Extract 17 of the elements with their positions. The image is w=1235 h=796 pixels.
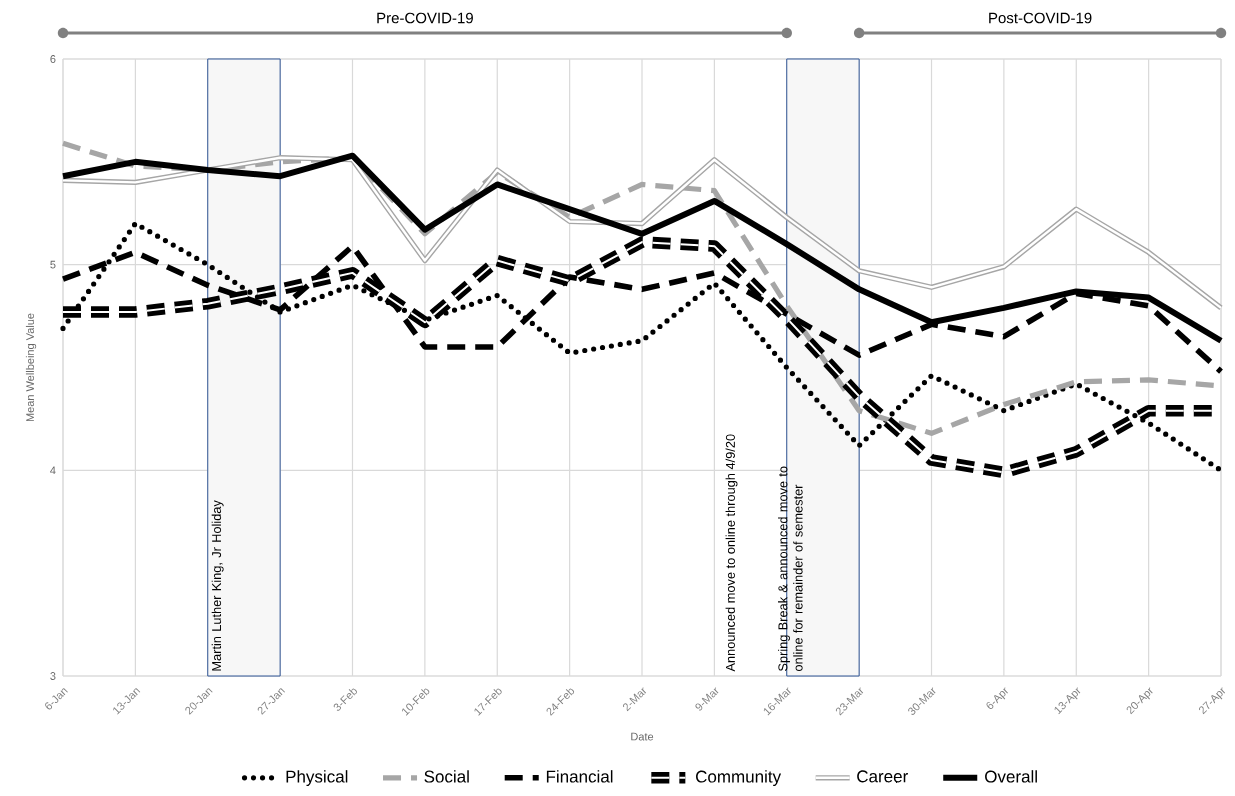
legend-label: Physical xyxy=(286,770,348,786)
annotation: Announced move to online through 4/9/20 xyxy=(725,434,738,672)
legend-label: Community xyxy=(696,770,782,786)
y-tick-label: 3 xyxy=(50,672,56,680)
legend-label: Financial xyxy=(546,770,613,783)
y-axis-title: Mean Wellbeing Value xyxy=(25,313,37,422)
band-label: Martin Luther King, Jr Holiday xyxy=(211,500,224,671)
band-label: Spring Break & announced move to online for remainder of semester xyxy=(778,466,803,672)
y-tick-label: 5 xyxy=(50,260,56,269)
legend-label: Career xyxy=(857,770,908,783)
y-tick-label: 4 xyxy=(50,466,56,475)
text: Post-COVID-19 xyxy=(989,12,1092,24)
legend-label: Overall xyxy=(985,770,1037,783)
text: Pre-COVID-19 xyxy=(377,12,473,24)
y-tick-label: 6 xyxy=(50,55,56,63)
x-axis-title: Date xyxy=(631,732,654,741)
legend-label: Social xyxy=(424,770,469,783)
